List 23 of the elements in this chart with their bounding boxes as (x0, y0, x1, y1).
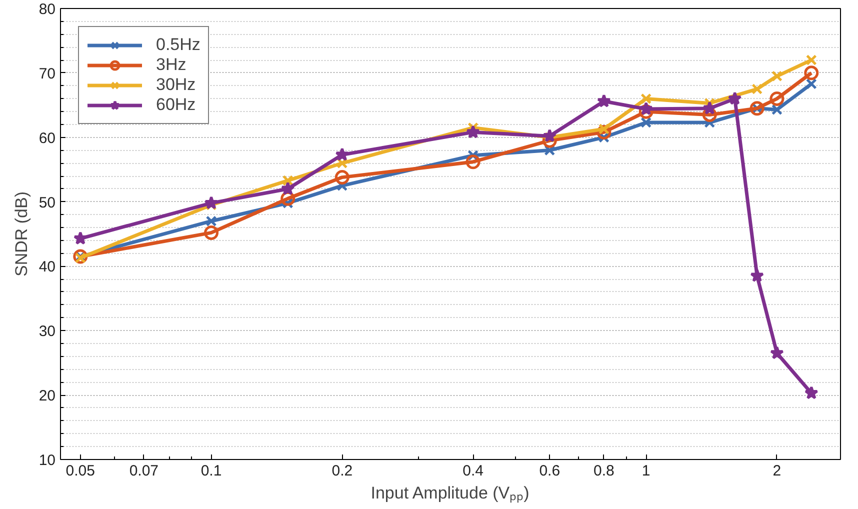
legend-label: 60Hz (156, 95, 196, 115)
legend-label: 30Hz (156, 75, 196, 95)
legend-label: 3Hz (156, 55, 186, 75)
x-tick-label: 2 (772, 462, 782, 480)
y-tick-label: 30 (38, 323, 56, 340)
x-tick-label: 0.05 (66, 462, 95, 480)
x-tick-label: 0.1 (200, 462, 222, 480)
y-axis-title: SNDR (dB) (12, 191, 31, 277)
y-tick-label: 10 (38, 452, 56, 469)
x-tick-label: 0.8 (594, 462, 614, 480)
x-tick-label: 1 (642, 462, 650, 480)
y-tick-label: 60 (38, 130, 56, 147)
y-tick-label: 70 (38, 65, 56, 82)
x-tick-label: 0.07 (129, 462, 159, 480)
x-tick-label: 0.2 (332, 462, 353, 480)
y-tick-label: 20 (38, 388, 56, 405)
y-tick-label: 40 (38, 258, 56, 276)
x-axis-title: Input Amplitude (Vₚₚ) (370, 484, 530, 504)
y-tick-label: 50 (38, 194, 56, 212)
y-tick-label: 80 (38, 1, 56, 18)
x-tick-label: 0.4 (462, 462, 484, 480)
legend-label: 0.5Hz (156, 35, 200, 55)
x-tick-label: 0.6 (539, 462, 560, 480)
